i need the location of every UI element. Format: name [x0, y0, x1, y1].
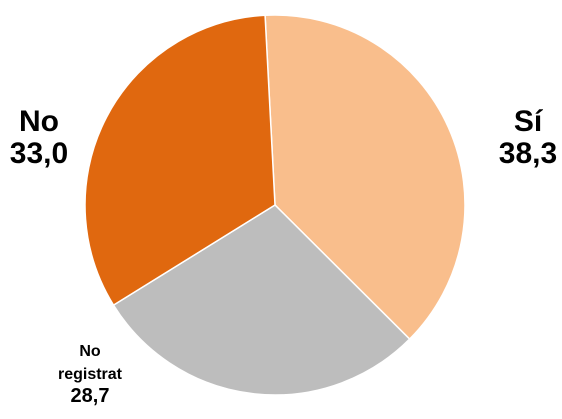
slice-value-no: 33,0: [9, 136, 69, 170]
pie-slice-no: [84, 14, 276, 307]
pie-slice-sí: [264, 14, 466, 341]
slice-name-si: Sí: [513, 105, 543, 138]
slice-name-no-registrat-line2: registrat: [57, 366, 123, 384]
slice-label-si: Sí 38,3: [488, 106, 562, 169]
slice-value-si: 38,3: [498, 136, 558, 170]
slice-value-no-registrat: 28,7: [70, 385, 110, 408]
slice-name-no: No: [19, 105, 59, 138]
slice-label-no: No 33,0: [0, 106, 84, 169]
pie-slice-no-registrat: [112, 204, 411, 396]
slice-name-no-registrat-line1: No: [79, 343, 101, 360]
slice-label-no-registrat: No registrat 28,7: [35, 340, 145, 407]
